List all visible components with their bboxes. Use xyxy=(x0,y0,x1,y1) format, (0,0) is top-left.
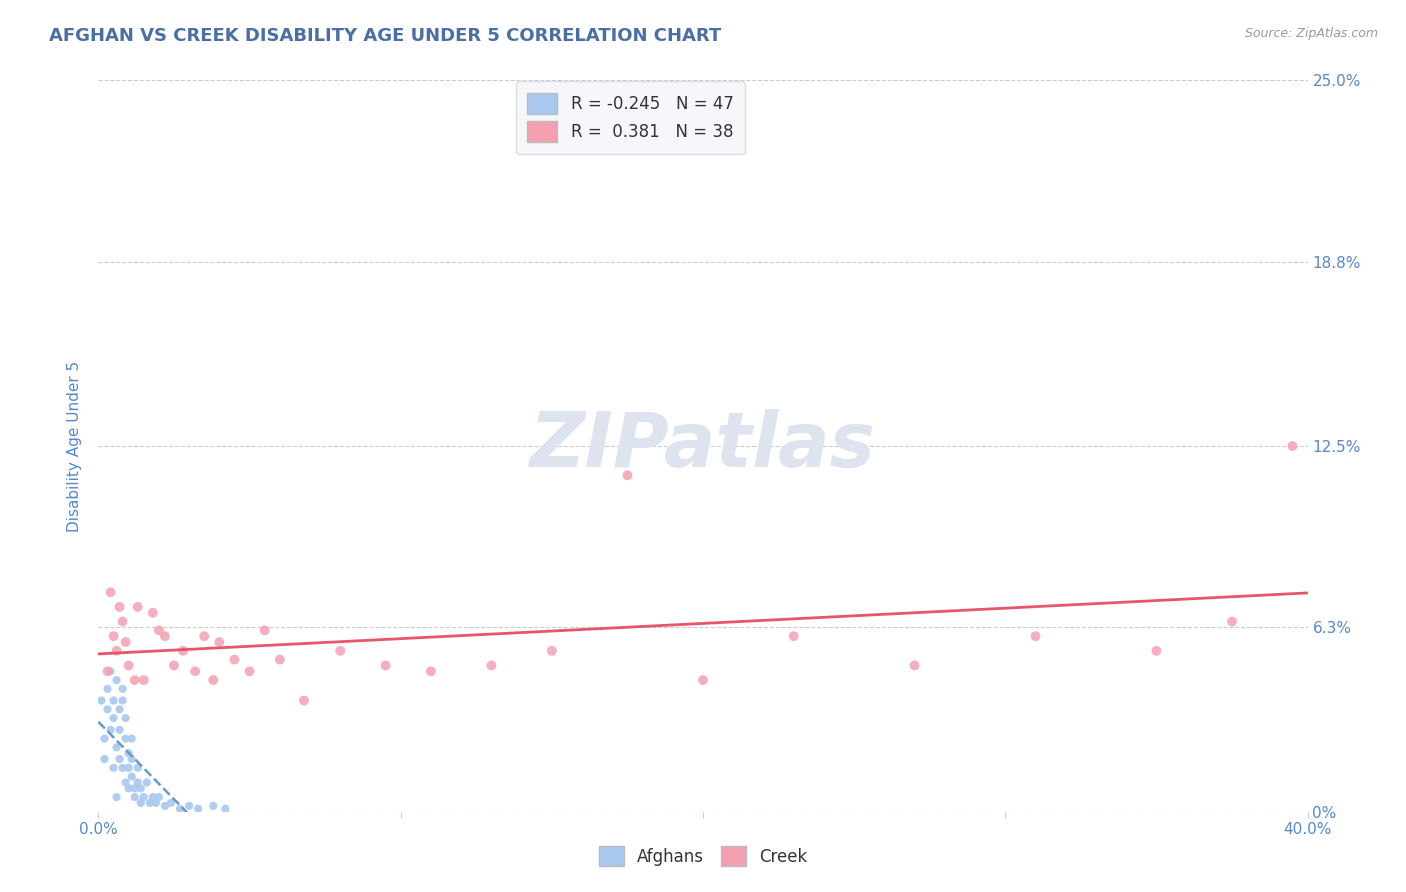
Point xyxy=(692,673,714,687)
Text: ZIPatlas: ZIPatlas xyxy=(530,409,876,483)
Point xyxy=(103,761,125,775)
Point xyxy=(145,796,167,810)
Point xyxy=(184,665,207,679)
Point xyxy=(420,665,443,679)
Point xyxy=(269,652,291,666)
Point xyxy=(124,673,146,687)
Legend: Afghans, Creek: Afghans, Creek xyxy=(591,838,815,875)
Point xyxy=(179,798,201,813)
Point xyxy=(129,796,152,810)
Point xyxy=(135,775,157,789)
Point xyxy=(224,652,246,666)
Point xyxy=(904,658,927,673)
Point xyxy=(163,658,186,673)
Point xyxy=(129,781,152,796)
Point xyxy=(118,658,141,673)
Point xyxy=(481,658,503,673)
Point xyxy=(114,711,136,725)
Point xyxy=(292,693,315,707)
Point xyxy=(118,781,141,796)
Point xyxy=(540,644,562,658)
Point xyxy=(239,665,262,679)
Point xyxy=(127,761,149,775)
Point xyxy=(132,790,155,805)
Point xyxy=(93,731,115,746)
Point xyxy=(111,761,134,775)
Point xyxy=(108,752,131,766)
Point xyxy=(214,802,236,816)
Point xyxy=(105,740,128,755)
Point xyxy=(148,624,170,638)
Point xyxy=(108,723,131,737)
Point xyxy=(153,798,176,813)
Point xyxy=(121,731,143,746)
Point xyxy=(114,731,136,746)
Text: AFGHAN VS CREEK DISABILITY AGE UNDER 5 CORRELATION CHART: AFGHAN VS CREEK DISABILITY AGE UNDER 5 C… xyxy=(49,27,721,45)
Point xyxy=(160,796,183,810)
Point xyxy=(114,635,136,649)
Point xyxy=(139,796,162,810)
Point xyxy=(111,681,134,696)
Point xyxy=(121,770,143,784)
Point xyxy=(193,629,215,643)
Point xyxy=(187,802,209,816)
Point xyxy=(153,629,176,643)
Point xyxy=(1144,644,1167,658)
Point xyxy=(108,599,131,614)
Point xyxy=(105,790,128,805)
Point xyxy=(96,702,118,716)
Point xyxy=(103,693,125,707)
Point xyxy=(105,644,128,658)
Point xyxy=(93,752,115,766)
Point xyxy=(100,723,122,737)
Point xyxy=(127,599,149,614)
Point xyxy=(124,781,146,796)
Point xyxy=(148,790,170,805)
Point xyxy=(127,775,149,789)
Point xyxy=(96,665,118,679)
Point xyxy=(783,629,806,643)
Point xyxy=(103,629,125,643)
Text: Source: ZipAtlas.com: Source: ZipAtlas.com xyxy=(1244,27,1378,40)
Point xyxy=(208,635,231,649)
Point xyxy=(616,468,638,483)
Point xyxy=(202,798,225,813)
Point xyxy=(1024,629,1046,643)
Point xyxy=(253,624,276,638)
Legend: R = -0.245   N = 47, R =  0.381   N = 38: R = -0.245 N = 47, R = 0.381 N = 38 xyxy=(516,81,745,154)
Point xyxy=(90,693,112,707)
Point xyxy=(114,775,136,789)
Y-axis label: Disability Age Under 5: Disability Age Under 5 xyxy=(67,360,83,532)
Point xyxy=(329,644,352,658)
Point xyxy=(172,644,194,658)
Point xyxy=(100,585,122,599)
Point xyxy=(105,673,128,687)
Point xyxy=(169,802,191,816)
Point xyxy=(121,752,143,766)
Point xyxy=(374,658,396,673)
Point xyxy=(124,790,146,805)
Point xyxy=(96,681,118,696)
Point xyxy=(142,606,165,620)
Point xyxy=(111,615,134,629)
Point xyxy=(103,711,125,725)
Point xyxy=(118,761,141,775)
Point xyxy=(132,673,155,687)
Point xyxy=(118,746,141,760)
Point xyxy=(142,790,165,805)
Point xyxy=(100,665,122,679)
Point xyxy=(1220,615,1243,629)
Point xyxy=(202,673,225,687)
Point xyxy=(111,693,134,707)
Point xyxy=(1281,439,1303,453)
Point xyxy=(108,702,131,716)
